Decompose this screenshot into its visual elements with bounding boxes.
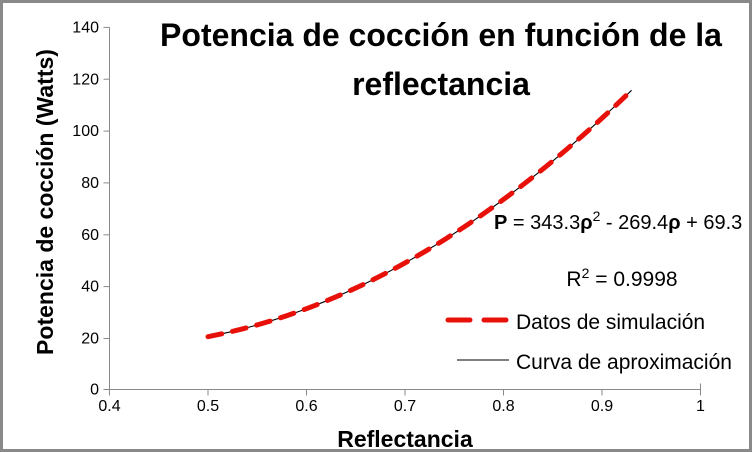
svg-text:140: 140: [72, 20, 99, 37]
svg-text:100: 100: [72, 123, 99, 140]
svg-text:1: 1: [696, 398, 705, 415]
svg-text:20: 20: [81, 331, 99, 348]
svg-text:0.4: 0.4: [98, 398, 120, 415]
svg-text:R2 = 0.9998: R2 = 0.9998: [566, 265, 677, 291]
svg-text:P = 343.3ρ2 - 269.4ρ + 69.3: P = 343.3ρ2 - 269.4ρ + 69.3: [494, 208, 742, 234]
svg-text:80: 80: [81, 175, 99, 192]
svg-text:Reflectancia: Reflectancia: [337, 426, 473, 452]
svg-text:0: 0: [90, 382, 99, 399]
svg-text:Potencia de cocción (Watts): Potencia de cocción (Watts): [32, 49, 58, 355]
svg-text:Curva de aproximación: Curva de aproximación: [516, 351, 732, 374]
svg-text:0.5: 0.5: [197, 398, 219, 415]
svg-text:0.6: 0.6: [295, 398, 317, 415]
svg-text:Potencia de cocción en función: Potencia de cocción en función de la: [160, 17, 722, 53]
svg-text:60: 60: [81, 227, 99, 244]
svg-text:0.7: 0.7: [394, 398, 416, 415]
svg-text:0.8: 0.8: [492, 398, 514, 415]
svg-text:Datos de simulación: Datos de simulación: [516, 311, 705, 334]
svg-text:120: 120: [72, 71, 99, 88]
svg-text:reflectancia: reflectancia: [352, 66, 530, 102]
svg-text:40: 40: [81, 279, 99, 296]
svg-text:0.9: 0.9: [591, 398, 613, 415]
